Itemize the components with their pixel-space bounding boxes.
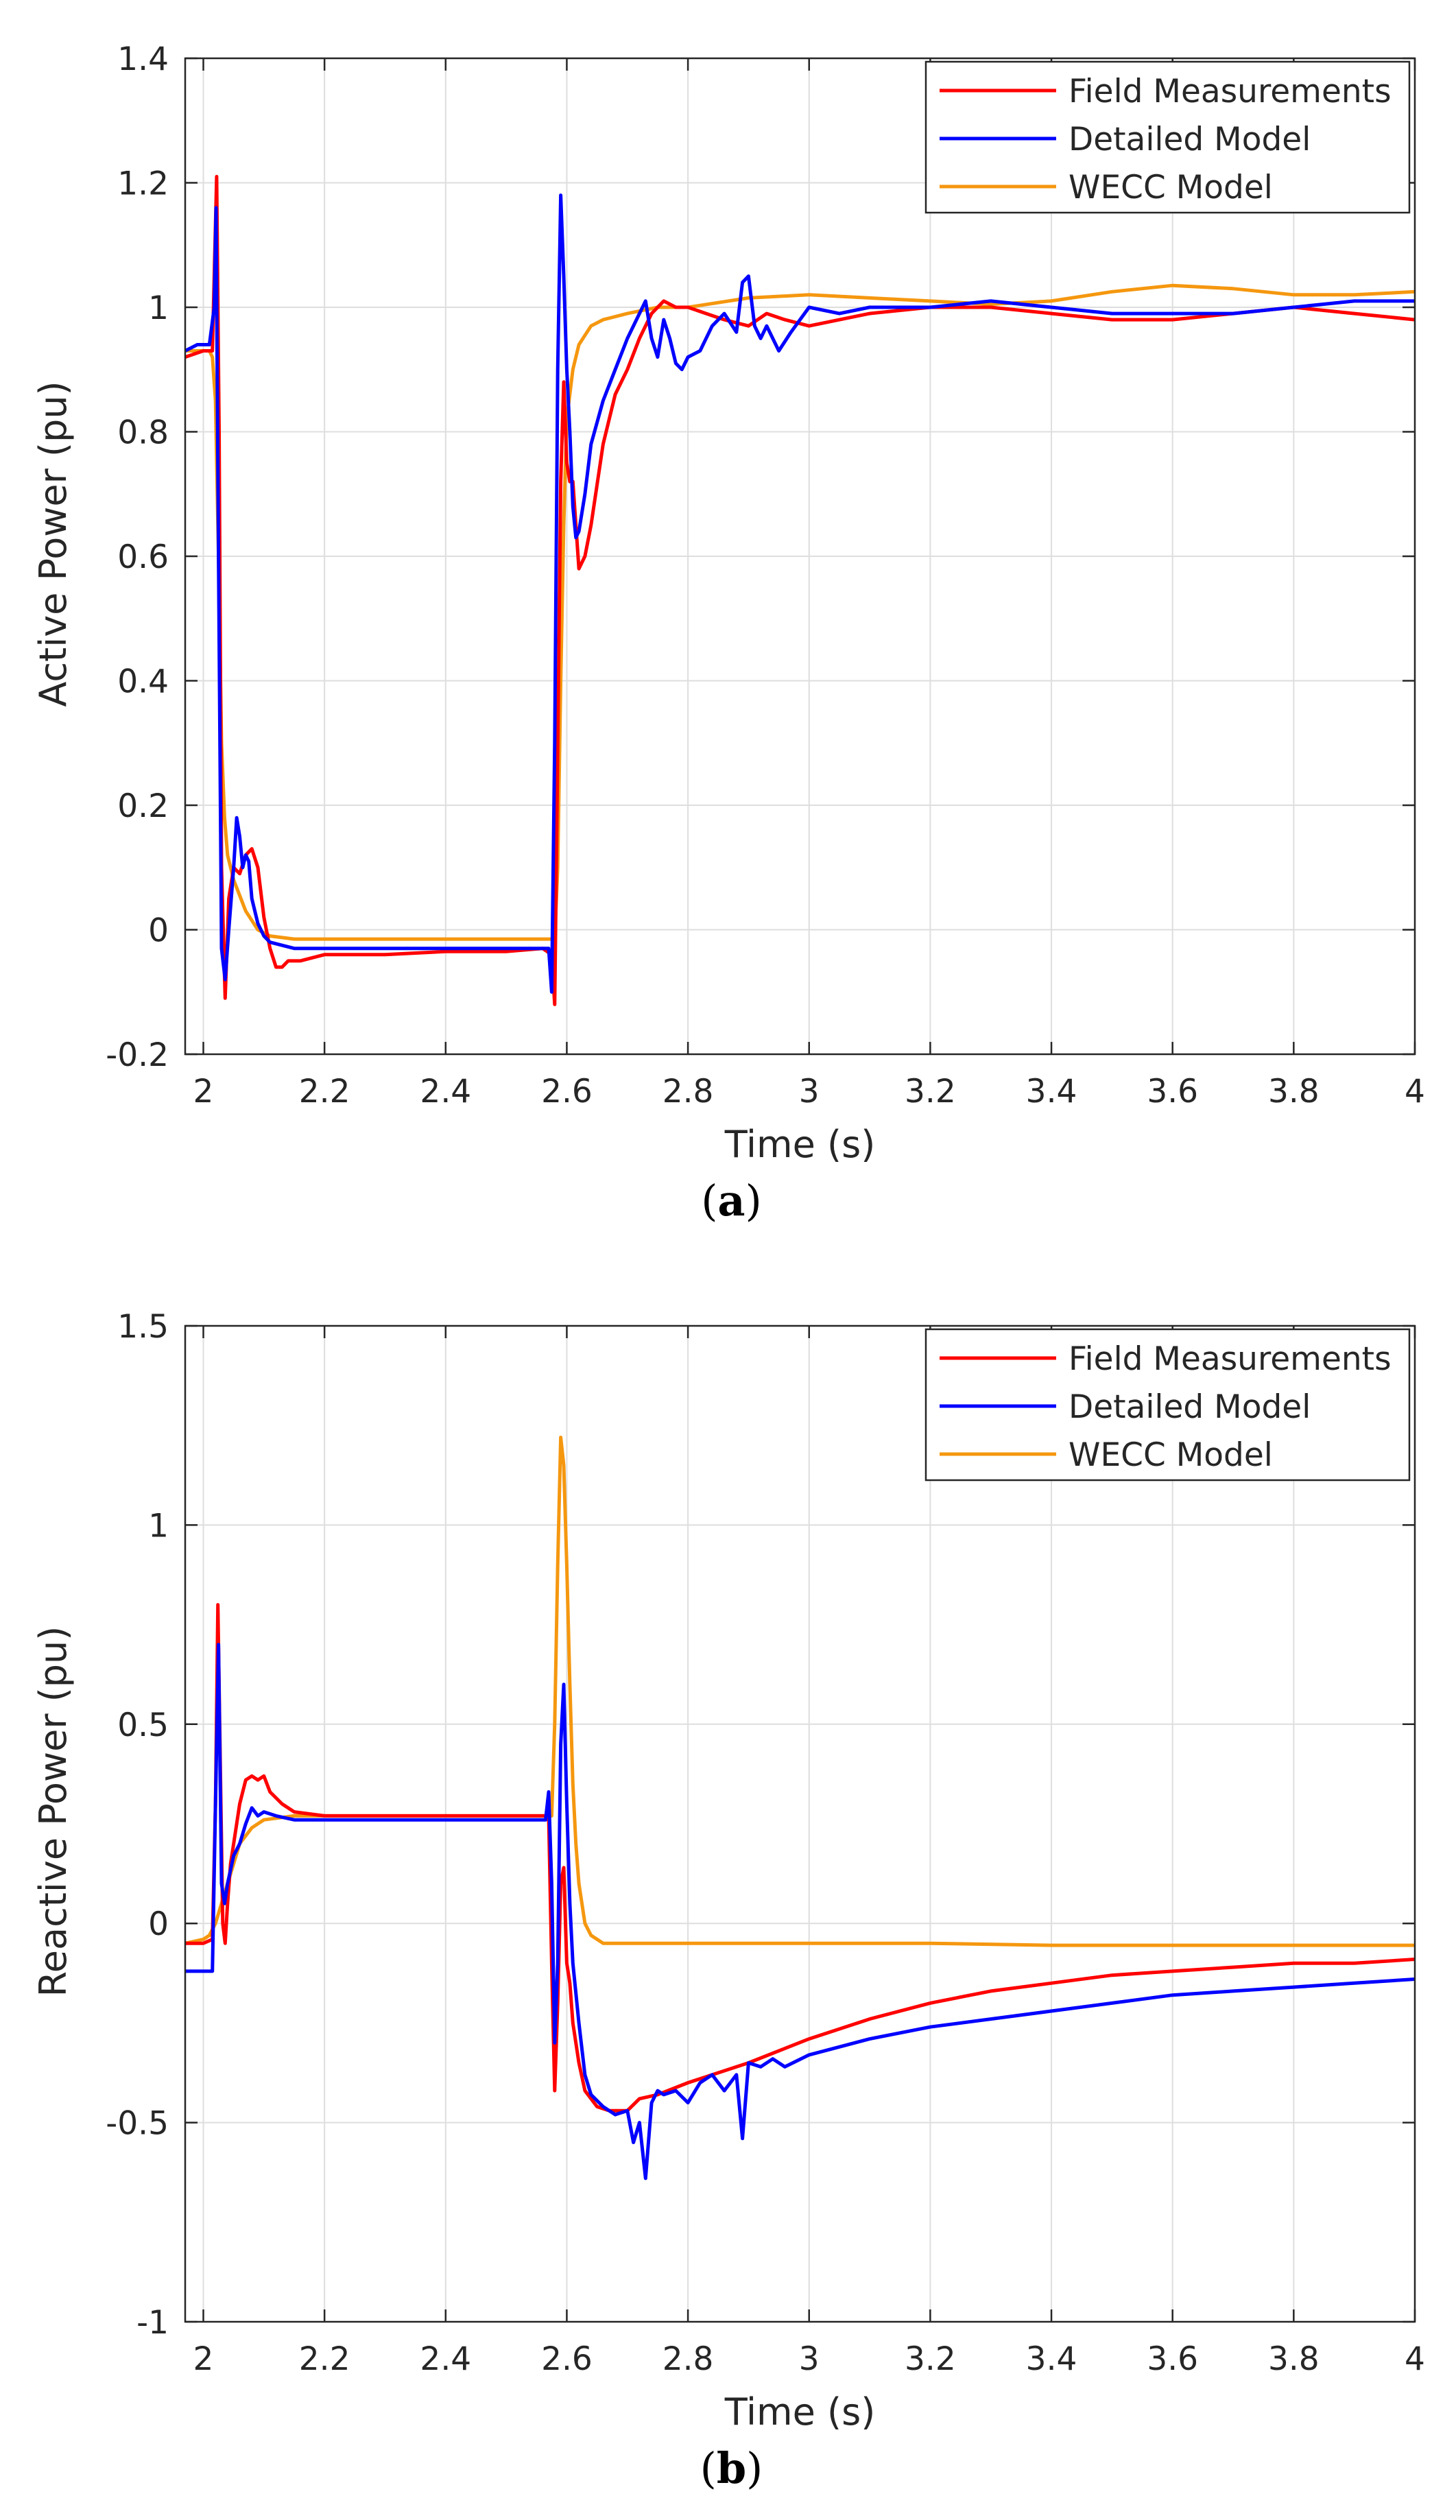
x-tick-label: 2 [193, 2340, 214, 2378]
series-line-detailed-model-a [185, 193, 1415, 994]
x-tick-labels-b: 2 2.2 2.4 2.6 2.8 3 3.2 3.4 3.6 3.8 4 [193, 2340, 1425, 2378]
chart-panel-a: 2 2.2 2.4 2.6 2.8 3 3.2 3.4 3.6 3.8 4 -0.2 0 0.2 0.4 0… [32, 40, 1425, 1226]
y-tick-label: 1.5 [117, 1308, 169, 1346]
y-tick-label: 0.8 [117, 414, 169, 452]
y-tick-labels-a: -0.2 0 0.2 0.4 0.6 0.8 1 1.2 1.4 [106, 40, 169, 1074]
y-tick-label: -0.2 [106, 1036, 169, 1074]
x-tick-label: 2.6 [541, 2340, 593, 2378]
x-tick-label: 3 [799, 2340, 820, 2378]
legend-label-detailed-model: Detailed Model [1069, 121, 1311, 158]
x-tick-label: 3.2 [905, 2340, 956, 2378]
x-tick-label: 3 [799, 1073, 820, 1110]
series-line-detailed-model-b [185, 1643, 1415, 2180]
legend-b: Field Measurements Detailed Model WECC Mod… [924, 1328, 1411, 1482]
y-tick-label: 0.5 [117, 1707, 169, 1744]
panel-caption-letter-b: b [717, 2443, 746, 2493]
y-tick-label: 0 [148, 912, 169, 950]
series-layer-b [185, 1436, 1415, 2180]
x-tick-label: 2.4 [420, 1073, 471, 1110]
x-tick-label: 3.8 [1268, 2340, 1320, 2378]
axes-frame-b [184, 1324, 1416, 2323]
series-layer-a [185, 174, 1415, 1006]
x-tick-label: 2 [193, 1073, 214, 1110]
panel-caption-a: (a) [701, 1176, 762, 1226]
x-tick-label: 3.8 [1268, 1073, 1320, 1110]
x-tick-labels-a: 2 2.2 2.4 2.6 2.8 3 3.2 3.4 3.6 3.8 4 [193, 1073, 1425, 1110]
x-tick-label: 3.4 [1026, 1073, 1077, 1110]
y-tick-label: 0.4 [117, 663, 169, 701]
x-axis-label-b: Time (s) [724, 2390, 876, 2434]
y-axis-label-a: Active Power (pu) [32, 381, 75, 706]
axes-frame-a [184, 57, 1416, 1056]
y-tick-label: -1 [136, 2304, 169, 2342]
x-tick-label: 4 [1405, 1073, 1425, 1110]
x-tick-label: 4 [1405, 2340, 1425, 2378]
legend-label-detailed-model: Detailed Model [1069, 1388, 1311, 1426]
y-tick-label: 1.4 [117, 40, 169, 78]
panel-caption-letter-a: a [717, 1176, 745, 1226]
panel-caption-b: (b) [700, 2443, 763, 2493]
y-tick-label: -0.5 [106, 2105, 169, 2143]
y-axis-label-b: Reactive Power (pu) [32, 1626, 75, 1997]
x-tick-label: 3.6 [1147, 1073, 1198, 1110]
x-tick-label: 2.8 [663, 1073, 714, 1110]
x-tick-label: 3.2 [905, 1073, 956, 1110]
x-tick-label: 2.2 [299, 1073, 350, 1110]
x-tick-label: 2.2 [299, 2340, 350, 2378]
x-tick-label: 2.8 [663, 2340, 714, 2378]
y-tick-label: 1 [148, 1507, 169, 1545]
legend-a: Field Measurements Detailed Model WECC Mod… [924, 60, 1411, 214]
legend-label-wecc-model: WECC Model [1069, 169, 1273, 206]
x-tick-label: 2.4 [420, 2340, 471, 2378]
legend-label-field-measurements: Field Measurements [1069, 1340, 1392, 1378]
chart-panel-b: 2 2.2 2.4 2.6 2.8 3 3.2 3.4 3.6 3.8 4 -1 -0.5 0 0.5 1 1… [32, 1308, 1425, 2493]
y-tick-label: 1.2 [117, 165, 169, 203]
y-tick-label: 0 [148, 1905, 169, 1943]
x-tick-label: 2.6 [541, 1073, 593, 1110]
x-tick-label: 3.6 [1147, 2340, 1198, 2378]
y-tick-label: 0.2 [117, 787, 169, 825]
y-tick-label: 1 [148, 289, 169, 327]
x-axis-label-a: Time (s) [724, 1123, 876, 1166]
x-tick-label: 3.4 [1026, 2340, 1077, 2378]
y-tick-label: 0.6 [117, 538, 169, 576]
y-tick-labels-b: -1 -0.5 0 0.5 1 1.5 [106, 1308, 169, 2342]
legend-label-wecc-model: WECC Model [1069, 1436, 1273, 1474]
legend-label-field-measurements: Field Measurements [1069, 73, 1392, 110]
